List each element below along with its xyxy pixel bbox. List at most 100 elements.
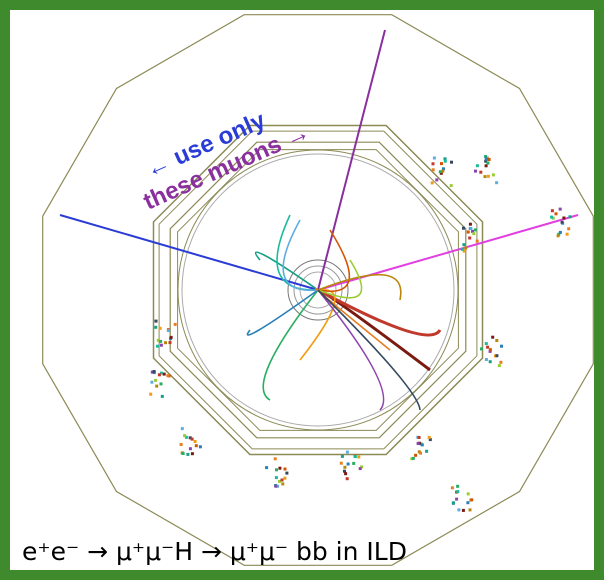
calorimeter: [152, 124, 484, 456]
hit: [265, 466, 269, 470]
hit: [345, 477, 349, 481]
hit: [164, 341, 167, 345]
hit: [285, 471, 289, 475]
hit: [275, 468, 278, 472]
hit: [468, 236, 472, 240]
hit: [488, 360, 492, 364]
hit: [345, 450, 349, 454]
hit: [554, 212, 558, 216]
hit: [149, 392, 153, 396]
tracks: [59, 29, 579, 411]
hit: [480, 347, 483, 351]
hit: [451, 501, 455, 505]
hit: [157, 373, 161, 377]
hit: [425, 449, 429, 453]
hit: [183, 434, 187, 438]
hit: [473, 228, 477, 232]
track: [246, 289, 319, 336]
hit: [461, 508, 465, 512]
hit: [194, 444, 198, 448]
hit: [154, 325, 158, 329]
hit: [486, 345, 490, 349]
hit: [173, 322, 177, 326]
hit: [442, 167, 445, 171]
calorimeter: [158, 130, 478, 450]
track: [317, 289, 421, 411]
hit: [483, 175, 487, 179]
hit: [486, 161, 490, 165]
track: [282, 219, 319, 292]
hit: [346, 462, 350, 466]
calorimeter: [177, 149, 459, 431]
hit: [456, 484, 460, 488]
hit: [560, 220, 564, 224]
hit: [274, 476, 278, 480]
hit: [154, 319, 158, 323]
hit: [491, 335, 495, 339]
calorimeter: [169, 141, 467, 439]
hit: [550, 215, 554, 219]
hit: [276, 484, 279, 488]
hit: [417, 436, 421, 439]
hit: [169, 335, 173, 339]
hit: [456, 490, 460, 494]
hit: [188, 447, 192, 451]
hit: [414, 453, 418, 457]
muon-track: [317, 29, 386, 291]
hit: [469, 227, 473, 231]
hit: [464, 246, 468, 250]
hit: [567, 227, 571, 231]
hit: [432, 156, 436, 160]
track: [317, 289, 385, 411]
hit: [475, 164, 479, 168]
hit: [565, 232, 569, 236]
hit: [430, 181, 434, 185]
hit: [484, 155, 488, 159]
hit: [343, 465, 347, 469]
hit: [462, 249, 466, 253]
hit: [150, 380, 154, 384]
hit: [190, 452, 194, 456]
hit: [484, 157, 488, 161]
hit: [440, 162, 443, 166]
outer-yoke: [42, 14, 594, 566]
track: [317, 214, 579, 291]
hit: [557, 232, 561, 236]
hit: [184, 435, 188, 439]
hit: [449, 184, 453, 188]
hit: [198, 445, 202, 449]
hit: [358, 467, 362, 471]
hit: [488, 349, 492, 353]
hit: [156, 338, 160, 342]
hit: [357, 455, 361, 459]
hits: [149, 155, 572, 512]
hit: [462, 226, 465, 230]
hit: [190, 437, 194, 441]
hit: [278, 479, 281, 483]
hit: [550, 209, 554, 213]
hit: [360, 465, 364, 469]
hit: [159, 371, 163, 375]
hit: [283, 467, 287, 471]
hit: [274, 484, 278, 488]
hit: [160, 394, 164, 398]
hit: [468, 508, 472, 512]
hit: [495, 339, 499, 342]
hit: [438, 170, 442, 174]
hit: [431, 162, 435, 166]
hit: [159, 339, 163, 343]
hit: [443, 157, 447, 161]
hit: [472, 232, 476, 236]
hit: [450, 160, 453, 164]
hit: [431, 168, 435, 172]
hit: [462, 243, 466, 247]
hit: [466, 501, 470, 505]
hit: [487, 158, 491, 161]
hit: [484, 164, 488, 168]
hit: [166, 329, 170, 333]
hit: [468, 222, 472, 226]
hit: [491, 173, 495, 177]
hit: [562, 216, 566, 220]
